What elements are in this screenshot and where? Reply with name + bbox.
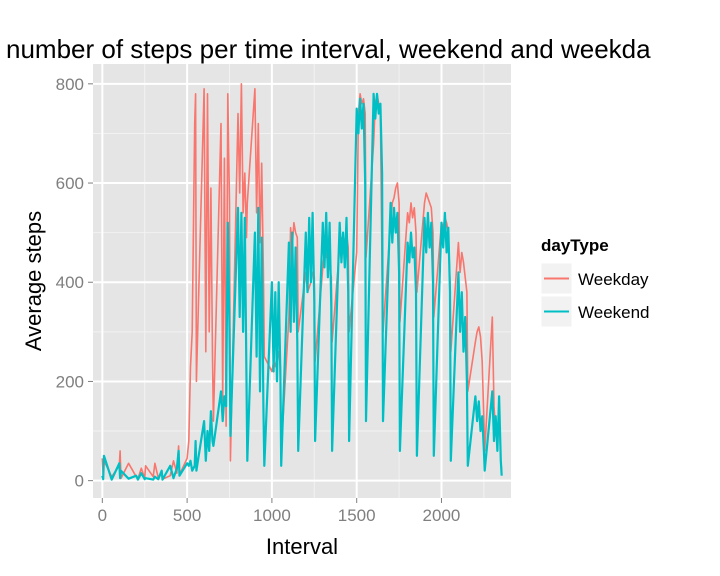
y-tick-label: 600	[56, 174, 84, 193]
series-layer	[101, 83, 503, 481]
legend-title: dayType	[541, 236, 609, 255]
y-tick-label: 0	[75, 472, 84, 491]
x-axis-title: Interval	[266, 534, 338, 559]
minor-grid	[93, 64, 511, 498]
series-line-weekend	[101, 92, 503, 481]
x-tick-label: 0	[98, 506, 107, 525]
x-tick-label: 1500	[338, 506, 376, 525]
y-axis-title: Average steps	[21, 211, 46, 351]
x-tick-label: 1000	[253, 506, 291, 525]
x-axis-ticks: 0 500 1000 1500 2000	[98, 498, 461, 525]
y-tick-label: 400	[56, 273, 84, 292]
y-tick-label: 800	[56, 75, 84, 94]
chart-title: number of steps per time interval, weeke…	[6, 34, 651, 64]
major-grid	[93, 64, 511, 498]
legend-label-weekend: Weekend	[578, 303, 650, 322]
x-tick-label: 2000	[423, 506, 461, 525]
legend-label-weekday: Weekday	[578, 270, 649, 289]
y-tick-label: 200	[56, 372, 84, 391]
panel-background	[93, 64, 511, 498]
legend: dayType Weekday Weekend	[540, 236, 650, 328]
x-tick-label: 500	[173, 506, 201, 525]
y-axis-ticks: 0 200 400 600 800	[56, 75, 93, 491]
